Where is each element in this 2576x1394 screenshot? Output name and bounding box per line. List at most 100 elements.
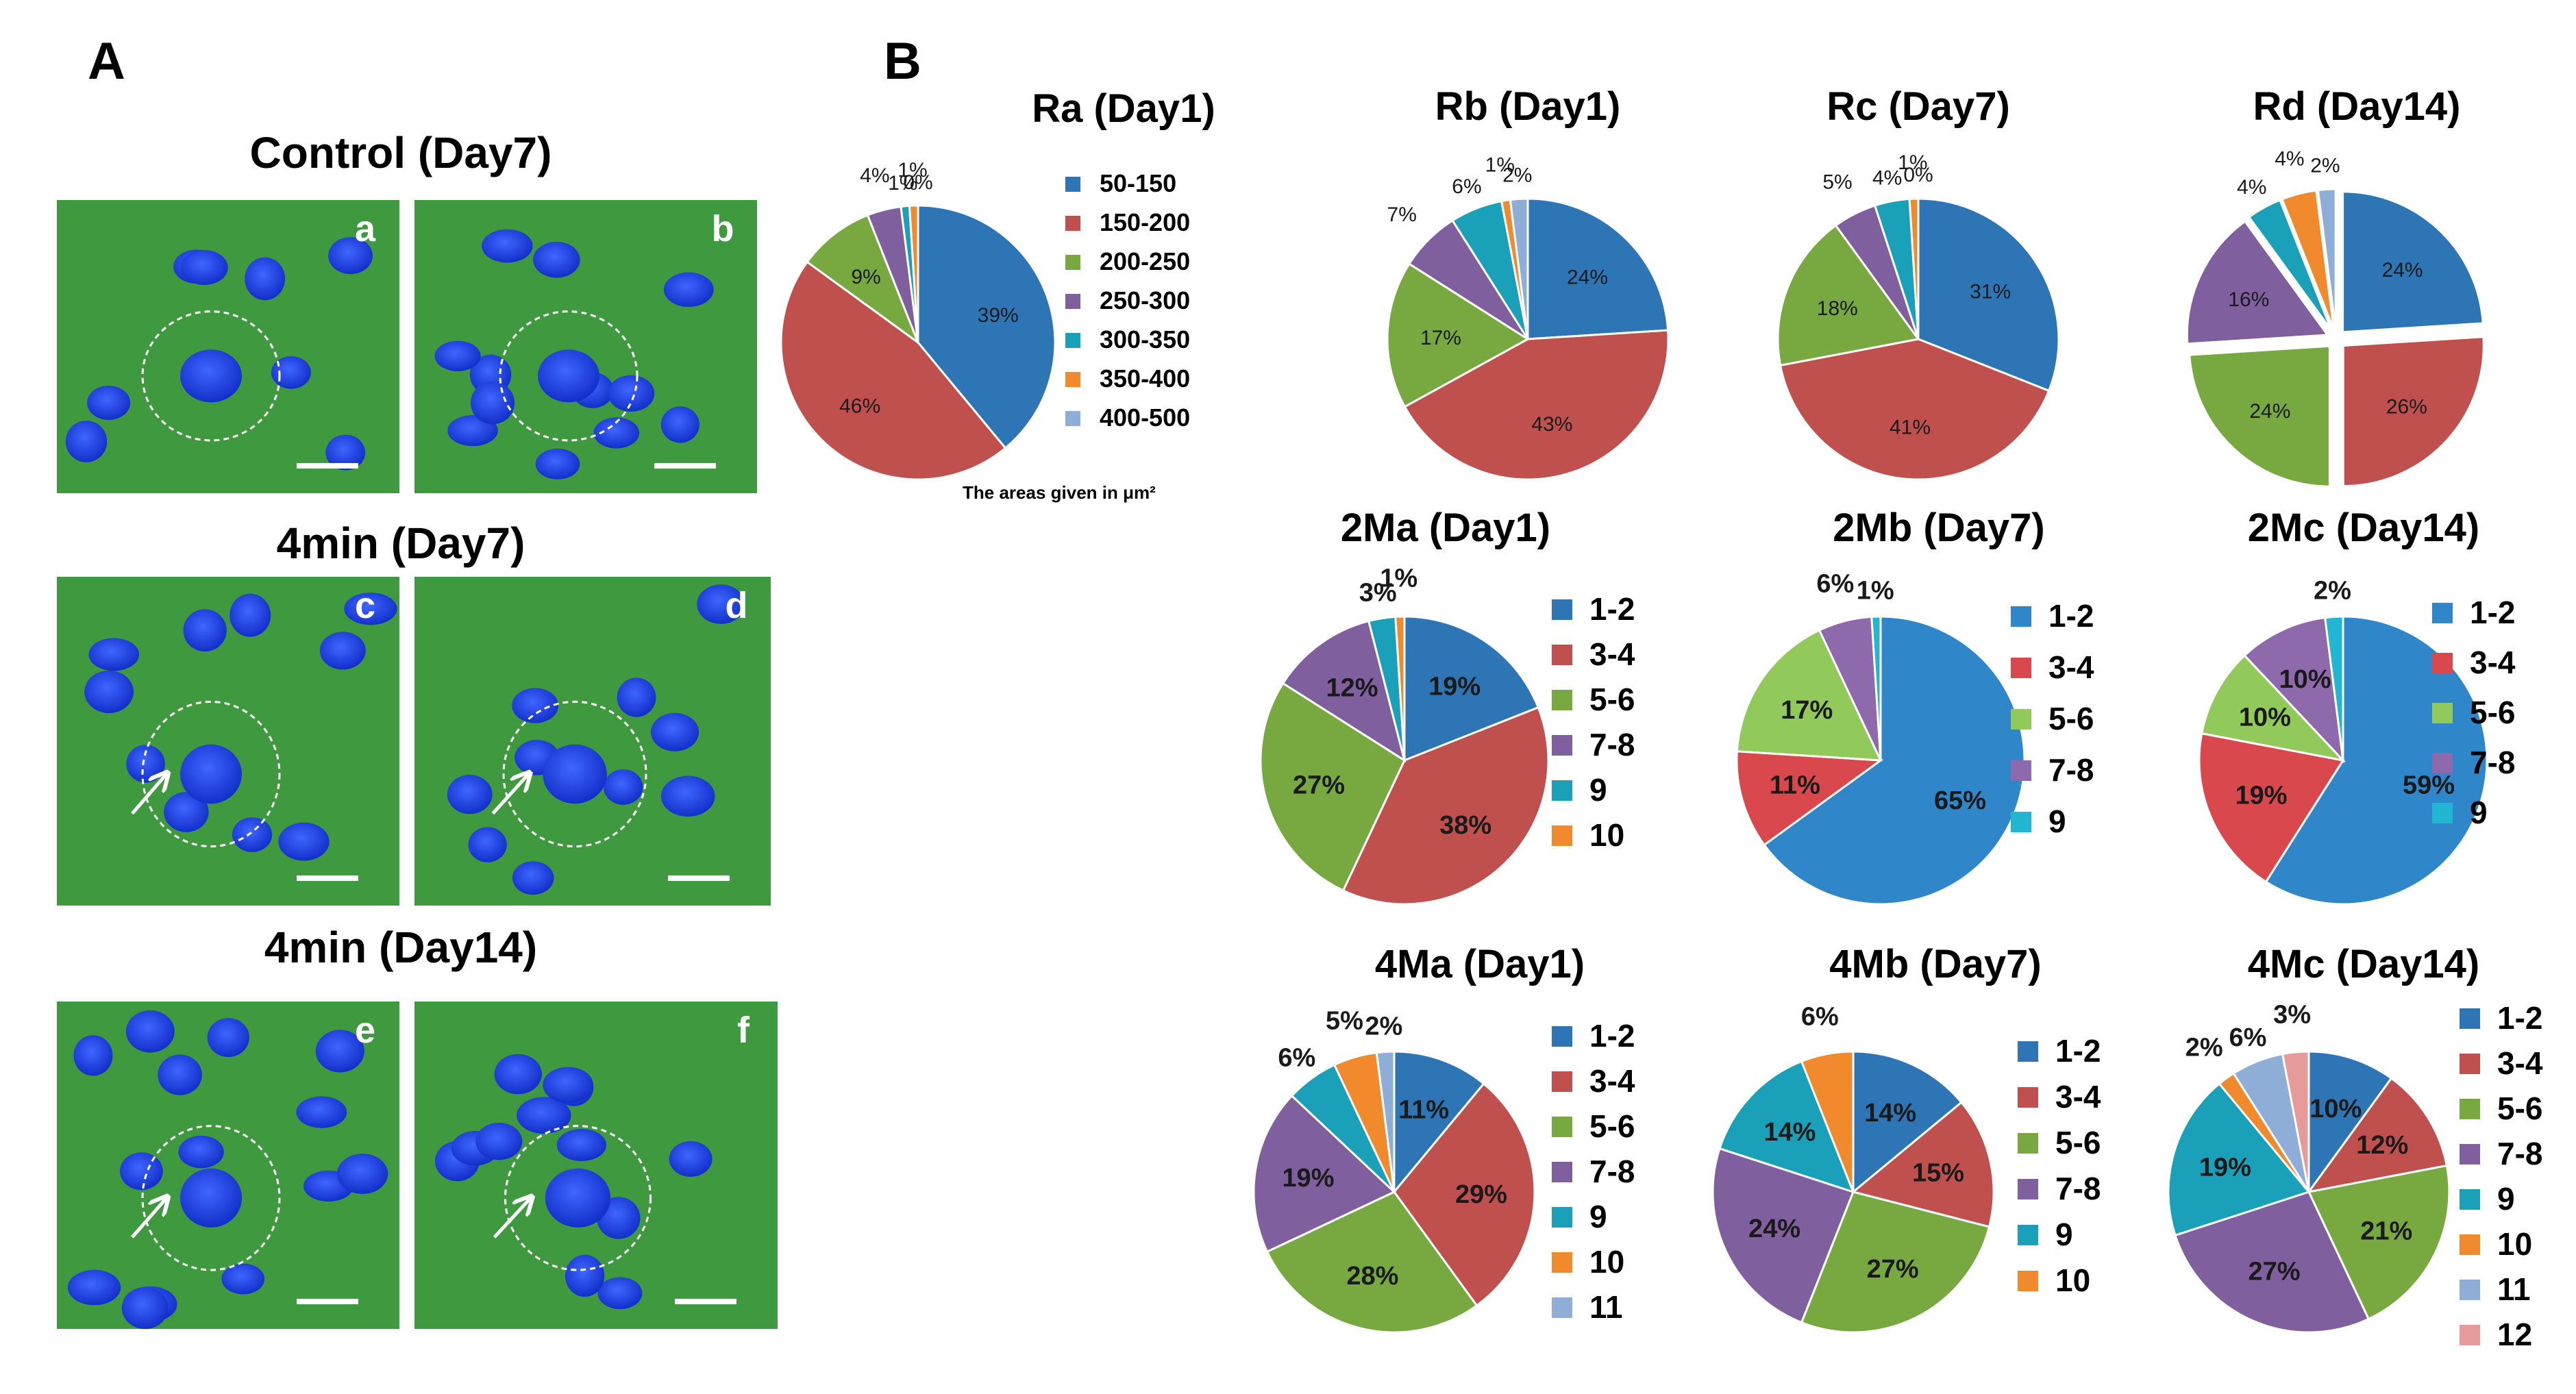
cell-nucleus: [663, 272, 714, 307]
pie-slice: [1870, 615, 1882, 761]
data-label: 12%: [1326, 674, 1378, 703]
pie-slice: [2185, 220, 2330, 345]
data-label: 38%: [1439, 811, 1491, 840]
legend-swatch: [2460, 1189, 2480, 1210]
arrow-icon: [493, 1198, 531, 1239]
legend-label: 5-6: [2497, 1091, 2542, 1126]
legend-label: 300-350: [1100, 325, 1190, 353]
legend-swatch: [1552, 1071, 1572, 1092]
legend-label: 5-6: [1589, 1108, 1635, 1144]
data-label: 0%: [1903, 164, 1933, 186]
data-label: 6%: [1278, 1043, 1315, 1072]
cell-nucleus: [271, 356, 311, 389]
pie-slice: [1850, 1101, 1995, 1228]
arrow-icon: [131, 1198, 166, 1239]
legend-label: 7-8: [1589, 727, 1635, 762]
legend-label: 7-8: [2048, 752, 2094, 788]
chart-title: Rb (Day1): [1435, 84, 1621, 129]
data-label: 10%: [2239, 703, 2291, 732]
data-label: 9%: [851, 266, 880, 288]
cell-nucleus: [232, 817, 273, 852]
chart-title: Rc (Day7): [1826, 84, 2010, 129]
legend-label: 9: [2048, 804, 2066, 839]
pie-chart-Rb: Rb (Day1) 24% 43% 17% 7% 6%1%2%: [1386, 84, 1670, 481]
legend-label: 9: [1589, 1199, 1607, 1234]
pie-slice: [1386, 262, 1530, 408]
legend-swatch: [1552, 1252, 1572, 1273]
data-label: 6%: [2229, 1023, 2266, 1052]
legend-label: 10: [2497, 1226, 2532, 1262]
legend-label: 7-8: [2055, 1171, 2101, 1206]
legend-swatch: [2011, 812, 2031, 832]
pie-slice: [2198, 732, 2345, 884]
data-label: 1%: [897, 159, 927, 182]
pie-chart-4Mc: 4Mc (Day14) 10% 12% 21% 27% 19% 2% 6%3% 1-2 3-4 5-…: [2167, 942, 2543, 1352]
multinucleated-cell: [538, 349, 599, 403]
cell-nucleus: [434, 340, 481, 371]
cell-nucleus: [164, 792, 209, 832]
pie-slice: [1800, 1191, 1991, 1334]
legend-swatch: [2432, 803, 2453, 823]
cell-nucleus: [86, 386, 131, 421]
cell-nucleus: [617, 677, 656, 717]
data-label: 10%: [2279, 665, 2331, 694]
data-label: 6%: [1816, 570, 1854, 599]
legend-swatch: [2018, 1133, 2038, 1154]
pie-chart-2Ma: 2Ma (Day1)19%38%27%12%3%1%1-23-45-67-891…: [1259, 506, 1635, 906]
data-label: 43%: [1531, 413, 1572, 436]
pie-slice: [1526, 197, 1670, 340]
legend-swatch: [1065, 333, 1080, 348]
pie-slice: [1718, 1060, 1855, 1194]
legend: 1-2 3-4 5-6 7-8 9 10 11: [1552, 1018, 1635, 1325]
cell-nucleus: [697, 584, 745, 624]
micrograph-background: [414, 577, 771, 906]
chart-title: 4Mc (Day14): [2248, 942, 2479, 986]
cell-nucleus: [325, 434, 366, 471]
micrograph-d: d: [414, 577, 771, 906]
cell-nucleus: [65, 421, 108, 462]
panel-a-letter: A: [88, 32, 125, 90]
legend-swatch: [2011, 606, 2031, 627]
pie-slice: [1375, 1050, 1396, 1193]
data-label: 6%: [1801, 1003, 1839, 1032]
micrograph-letter: e: [355, 1010, 375, 1051]
legend-swatch: [2018, 1225, 2038, 1245]
legend-label: 9: [2497, 1181, 2515, 1217]
legend: 1-2 3-4 5-6 7-8 9 10: [2018, 1033, 2101, 1298]
pie-slice: [2342, 336, 2485, 488]
pie-slice: [1763, 615, 2026, 906]
legend-label: 11: [1589, 1289, 1623, 1325]
legend: 1-2 3-4 5-6 7-8 9: [2432, 595, 2516, 830]
data-label: 6%: [1452, 175, 1481, 198]
legend-label: 3-4: [2048, 649, 2094, 685]
data-label: 24%: [2249, 400, 2290, 423]
data-label: 3%: [1359, 578, 1397, 607]
data-label: 4%: [860, 164, 889, 187]
pie-slice: [2174, 1191, 2370, 1334]
data-label: 59%: [2403, 771, 2455, 799]
cell-nucleus: [120, 1152, 163, 1191]
cell-nucleus: [315, 1030, 364, 1073]
data-label: 4%: [2237, 176, 2266, 199]
legend-swatch: [2018, 1087, 2038, 1108]
pie-slice: [1394, 615, 1406, 761]
cell-outline: [141, 310, 281, 442]
chart-title: 4Mb (Day7): [1829, 942, 2041, 986]
legend-label: 3-4: [1589, 1063, 1635, 1099]
cell-nucleus: [475, 1123, 523, 1160]
legend: 1-2 3-4 5-6 7-8 9: [2011, 598, 2094, 839]
legend-label: 5-6: [2048, 701, 2094, 736]
legend-swatch: [1552, 599, 1572, 620]
cell-nucleus: [344, 593, 397, 625]
cell-nucleus: [603, 769, 643, 805]
multinucleated-cell: [545, 1168, 611, 1228]
legend-swatch: [2011, 658, 2031, 678]
chart-title: 2Mc (Day14): [2248, 506, 2479, 550]
cell-nucleus: [84, 670, 134, 714]
multinucleated-cell: [180, 1168, 242, 1228]
pie-slice: [1403, 329, 1670, 481]
micrograph-c: c: [57, 577, 399, 906]
pie-slice: [1735, 750, 1884, 847]
cell-nucleus: [125, 1010, 175, 1053]
cell-nucleus: [651, 712, 699, 751]
